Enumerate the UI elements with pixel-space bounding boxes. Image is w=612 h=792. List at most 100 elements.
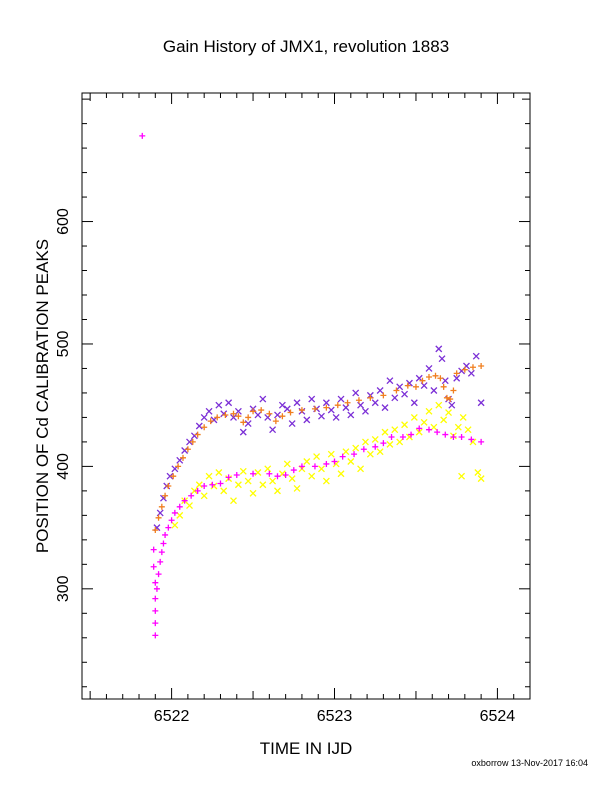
data-point — [195, 481, 203, 489]
data-point — [351, 451, 358, 458]
data-point — [254, 469, 262, 476]
data-point — [200, 413, 208, 421]
data-point — [318, 465, 325, 473]
data-point — [288, 475, 296, 483]
data-point — [459, 413, 467, 421]
data-point — [450, 387, 457, 394]
data-point — [442, 431, 449, 438]
data-point — [186, 438, 193, 446]
data-point — [205, 407, 213, 415]
data-point — [357, 465, 365, 473]
data-point — [290, 467, 297, 474]
data-point — [152, 595, 159, 602]
data-point — [322, 399, 330, 407]
y-tick-label: 600 — [55, 208, 72, 235]
data-point — [381, 404, 389, 412]
data-point — [201, 424, 208, 431]
y-axis-label: POSITION OF Cd CALIBRATION PEAKS — [33, 239, 52, 553]
data-point — [474, 469, 482, 476]
data-point — [303, 458, 311, 465]
x-tick-label: 6524 — [480, 708, 516, 725]
data-point — [435, 345, 443, 353]
data-point — [214, 414, 221, 421]
data-point — [186, 502, 193, 510]
data-point — [355, 397, 362, 404]
data-point — [311, 463, 318, 470]
data-point — [344, 399, 351, 406]
data-point — [425, 407, 433, 415]
data-point — [152, 527, 159, 534]
data-point — [468, 436, 475, 443]
data-point — [371, 399, 379, 407]
data-point — [461, 366, 468, 373]
data-point — [209, 481, 216, 488]
data-point — [166, 472, 174, 480]
x-axis-label: TIME IN IJD — [260, 739, 353, 758]
data-point — [347, 458, 355, 465]
axis-ticks — [82, 93, 531, 699]
data-point — [152, 632, 159, 639]
data-point — [235, 413, 242, 420]
data-point — [360, 446, 367, 453]
data-point — [472, 352, 480, 360]
data-point — [308, 472, 316, 480]
data-point — [469, 364, 476, 371]
data-point — [435, 401, 443, 409]
data-point — [188, 492, 195, 499]
data-point — [419, 377, 426, 384]
data-point — [155, 514, 162, 521]
data-point — [215, 469, 223, 476]
data-point — [371, 436, 379, 443]
data-point — [230, 410, 237, 417]
data-point — [448, 401, 456, 409]
data-point — [225, 399, 233, 407]
data-point — [259, 395, 267, 403]
y-tick-label: 400 — [55, 453, 72, 480]
data-point — [410, 413, 418, 421]
data-point — [464, 426, 472, 434]
data-point — [386, 377, 394, 385]
data-point — [372, 443, 379, 450]
data-point — [249, 489, 257, 497]
data-point — [313, 453, 321, 461]
data-point — [393, 387, 400, 394]
data-point — [194, 487, 201, 494]
data-point — [376, 448, 384, 456]
data-point — [175, 463, 182, 470]
data-point — [401, 421, 409, 429]
data-point — [366, 450, 374, 458]
data-point — [278, 401, 286, 409]
data-point — [190, 432, 198, 440]
data-point — [288, 420, 296, 428]
data-point — [225, 474, 232, 481]
data-point — [412, 383, 419, 390]
data-point — [380, 440, 387, 447]
data-point — [165, 524, 172, 531]
data-point — [171, 521, 179, 529]
data-point — [430, 387, 438, 394]
data-point — [184, 446, 191, 453]
data-point — [453, 374, 461, 382]
data-point — [274, 473, 281, 480]
data-point — [308, 395, 316, 403]
data-point — [158, 549, 165, 556]
data-point — [250, 408, 257, 415]
data-point — [381, 428, 389, 436]
data-point — [420, 418, 428, 426]
data-point — [334, 402, 341, 409]
data-point — [425, 364, 433, 372]
data-point — [207, 418, 214, 425]
data-point — [283, 460, 291, 468]
data-point — [189, 438, 196, 445]
data-points — [139, 132, 485, 639]
data-point — [401, 390, 409, 398]
data-point — [342, 448, 350, 456]
data-point — [478, 363, 485, 370]
data-point — [323, 460, 330, 467]
data-point — [283, 405, 291, 413]
data-point — [453, 370, 460, 377]
data-point — [327, 450, 335, 458]
data-point — [215, 401, 223, 409]
data-point — [165, 482, 172, 489]
data-point — [432, 372, 439, 379]
